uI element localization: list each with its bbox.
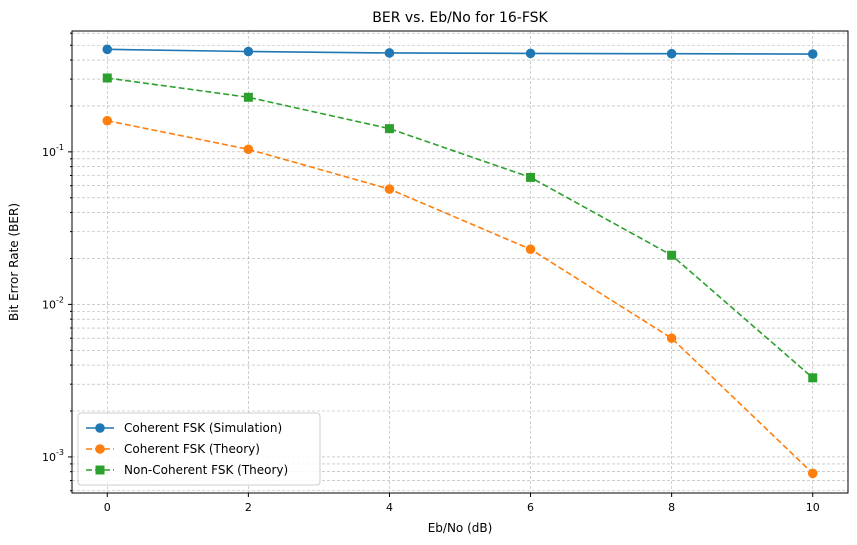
data-point [243, 46, 254, 57]
data-point [102, 115, 113, 126]
data-point [102, 73, 112, 83]
data-point [666, 48, 677, 59]
legend-marker [95, 423, 105, 433]
legend: Coherent FSK (Simulation) Coherent FSK (T… [77, 412, 321, 486]
y-tick-label: 10-2 [42, 295, 64, 311]
data-point [525, 244, 536, 255]
legend-box [77, 412, 321, 486]
data-point [808, 373, 818, 383]
data-point [526, 172, 536, 182]
x-tick-label: 4 [386, 501, 393, 514]
plot-frame [71, 30, 849, 494]
y-axis-label: Bit Error Rate (BER) [7, 203, 21, 321]
data-point [807, 468, 818, 479]
legend-label: Non-Coherent FSK (Theory) [124, 463, 288, 477]
legend-marker [95, 444, 105, 454]
y-axis: 10-3 10-2 10-1 [42, 32, 72, 492]
x-tick-label: 0 [104, 501, 111, 514]
grid-layer [72, 31, 848, 493]
data-point [807, 49, 818, 59]
x-tick-label: 8 [668, 501, 675, 514]
x-axis: 0 2 4 6 8 10 [104, 493, 820, 514]
data-point [667, 250, 677, 260]
data-point [243, 144, 254, 155]
y-tick-label: 10-1 [42, 143, 64, 159]
legend-marker [95, 465, 105, 475]
legend-label: Coherent FSK (Theory) [124, 442, 260, 456]
data-point [384, 124, 394, 134]
series-line [107, 48, 813, 55]
legend-label: Coherent FSK (Simulation) [124, 421, 282, 435]
x-tick-label: 6 [527, 501, 534, 514]
x-axis-label: Eb/No (dB) [428, 521, 493, 535]
data-point [384, 184, 395, 194]
series-line [107, 77, 814, 379]
chart-title: BER vs. Eb/No for 16-FSK [372, 10, 548, 26]
data-point [243, 92, 253, 102]
y-tick-label: 10-3 [42, 448, 64, 464]
data-point [384, 48, 395, 58]
x-tick-label: 2 [245, 501, 252, 514]
series-line [107, 119, 814, 474]
data-point [102, 44, 113, 55]
x-tick-label: 10 [806, 501, 820, 514]
series-layer [102, 44, 818, 479]
data-point [666, 333, 677, 344]
data-point [525, 48, 536, 59]
